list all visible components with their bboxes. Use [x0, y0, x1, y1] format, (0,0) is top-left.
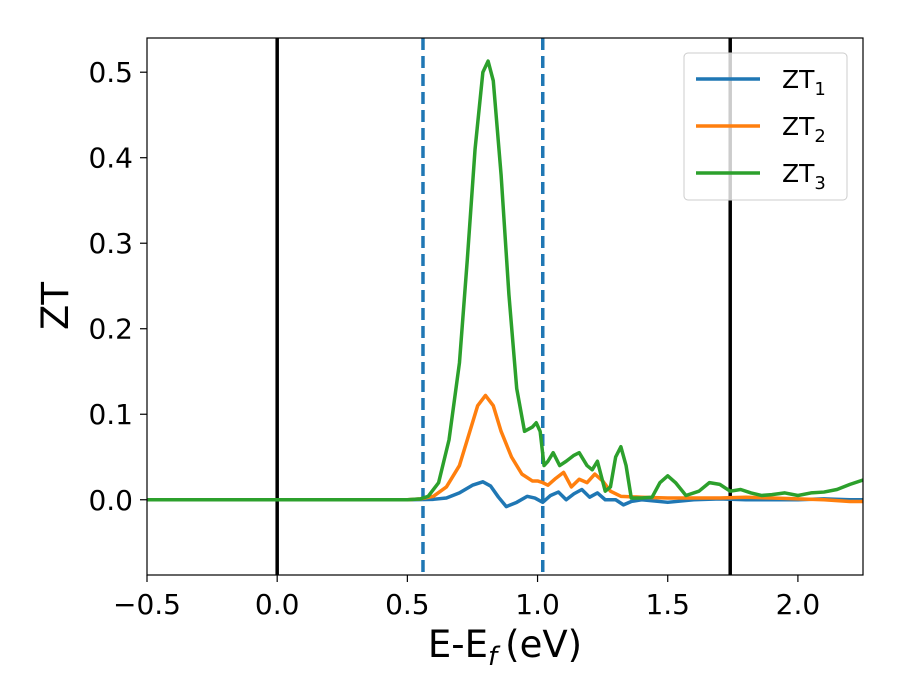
x-tick-label: 2.0 [776, 588, 821, 621]
legend-label-zt2: ZT2 [782, 112, 826, 147]
legend-label-zt1: ZT1 [782, 65, 826, 100]
x-tick-label: −0.5 [113, 588, 181, 621]
x-tick-label: 1.5 [645, 588, 690, 621]
legend-label-zt3: ZT3 [782, 159, 826, 194]
plot-frame [146, 37, 864, 576]
y-tick-label: 0.2 [88, 313, 133, 346]
y-axis-label: ZT [34, 282, 77, 330]
y-tick-label: 0.5 [88, 56, 133, 89]
x-axis-label: E-Ef (eV) [428, 623, 582, 672]
y-tick-label: 0.3 [88, 227, 133, 260]
y-tick-label: 0.0 [88, 484, 133, 517]
series-line-zt2 [147, 393, 863, 504]
x-tick-label: 1.0 [515, 588, 560, 621]
y-tick-label: 0.1 [88, 398, 133, 431]
legend-box [683, 52, 848, 201]
legend: ZT1 ZT2 ZT3 [683, 52, 848, 201]
series-line-zt3 [147, 59, 863, 502]
x-tick-label: 0.0 [255, 588, 300, 621]
y-tick-label: 0.4 [88, 142, 133, 175]
x-tick-label: 0.5 [385, 588, 430, 621]
